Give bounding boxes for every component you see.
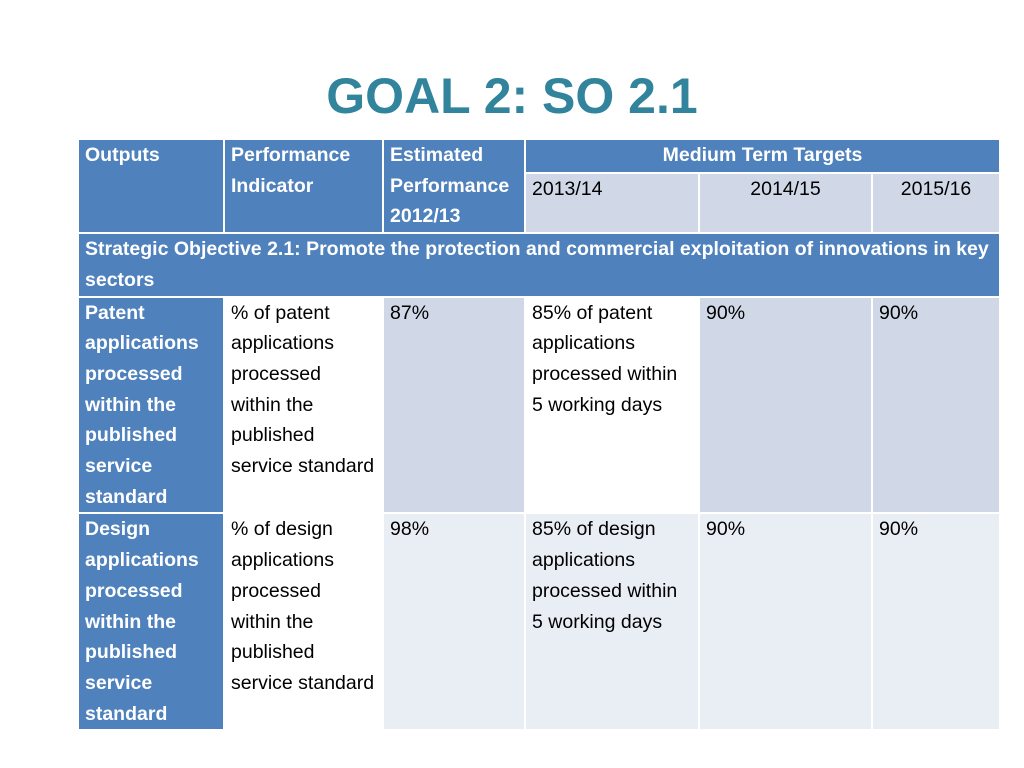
row-target-2014-15: 90% (698, 512, 873, 732)
row-target-2014-15: 90% (698, 295, 873, 515)
header-year-2015-16: 2015/16 (870, 172, 1002, 235)
row-target-2013-14: 85% of patent applications processed wit… (524, 295, 700, 515)
row-output: Patent applications processed within the… (77, 295, 225, 515)
row-target-2015-16: 90% (870, 512, 1002, 732)
strategic-objective: Strategic Objective 2.1: Promote the pro… (76, 232, 1002, 298)
row-indicator: % of design applications processed withi… (223, 512, 384, 732)
header-estimated-performance: Estimated Performance 2012/13 (382, 137, 526, 235)
header-row: Outputs Performance Indicator Estimated … (77, 137, 1002, 235)
row-indicator: % of patent applications processed withi… (223, 295, 384, 515)
performance-table: Outputs Performance Indicator Estimated … (76, 137, 1002, 732)
table-row: Design applications processed within the… (77, 512, 1002, 732)
objective-row: Strategic Objective 2.1: Promote the pro… (76, 232, 1002, 298)
header-performance-indicator: Performance Indicator (223, 137, 384, 235)
row-output: Design applications processed within the… (77, 512, 225, 732)
row-estimated: 87% (382, 295, 526, 515)
row-target-2015-16: 90% (870, 295, 1002, 515)
row-target-2013-14: 85% of design applications processed wit… (524, 512, 700, 732)
header-years-row: 2013/14 2014/15 2015/16 (78, 172, 1002, 235)
header-year-2013-14: 2013/14 (524, 172, 700, 235)
row-estimated: 98% (382, 512, 526, 732)
slide-title: GOAL 2: SO 2.1 (326, 68, 698, 124)
header-medium-term-targets: Medium Term Targets (523, 137, 1002, 175)
header-outputs: Outputs (77, 137, 225, 235)
header-year-2014-15: 2014/15 (698, 172, 873, 235)
table-row: Patent applications processed within the… (77, 295, 1002, 515)
